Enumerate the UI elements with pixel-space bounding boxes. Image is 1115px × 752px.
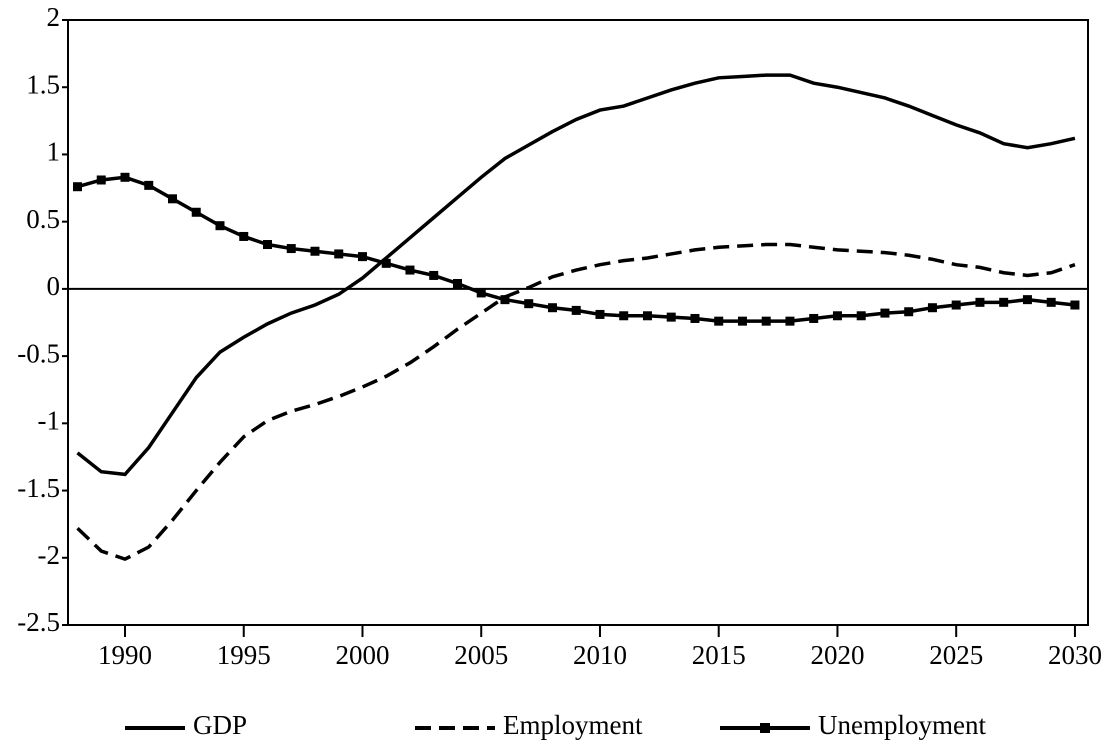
marker [120, 172, 130, 182]
marker [975, 297, 985, 307]
marker [880, 308, 890, 318]
x-tick-label: 1995 [217, 640, 271, 670]
marker [96, 175, 106, 185]
series-line [76, 73, 1076, 477]
marker [619, 311, 629, 321]
marker [144, 180, 154, 190]
marker [666, 312, 676, 322]
marker [809, 313, 819, 323]
series-line [76, 242, 1076, 562]
marker [856, 311, 866, 321]
marker [571, 305, 581, 315]
x-tick-label: 2030 [1048, 640, 1102, 670]
marker [761, 316, 771, 326]
legend-label: GDP [193, 710, 247, 740]
legend-label: Employment [503, 710, 643, 740]
y-tick-label: -2 [38, 540, 61, 570]
marker [999, 297, 1009, 307]
marker [832, 311, 842, 321]
legend-marker [760, 723, 770, 733]
plot-frame [67, 19, 1089, 626]
marker [737, 316, 747, 326]
x-tick-label: 2025 [929, 640, 983, 670]
marker [500, 295, 510, 305]
marker [927, 303, 937, 313]
x-tick-label: 2010 [573, 640, 627, 670]
marker [357, 252, 367, 262]
marker [239, 231, 249, 241]
x-tick-label: 2020 [810, 640, 864, 670]
marker [714, 316, 724, 326]
marker [452, 279, 462, 289]
y-tick-label: 0 [47, 271, 61, 301]
marker [310, 246, 320, 256]
marker [334, 249, 344, 259]
marker [1046, 297, 1056, 307]
x-tick-label: 1990 [98, 640, 152, 670]
marker [547, 303, 557, 313]
marker [951, 300, 961, 310]
marker [690, 313, 700, 323]
marker [262, 240, 272, 250]
marker [72, 182, 82, 192]
y-tick-label: 1 [47, 137, 61, 167]
y-tick-label: -2.5 [17, 607, 60, 637]
marker [286, 244, 296, 254]
marker [381, 258, 391, 268]
marker [642, 311, 652, 321]
y-tick-label: -0.5 [17, 338, 60, 368]
x-tick-label: 2005 [454, 640, 508, 670]
marker [524, 299, 534, 309]
y-tick-label: -1 [38, 406, 61, 436]
marker [476, 288, 486, 298]
y-tick-label: 1.5 [26, 69, 60, 99]
marker [429, 270, 439, 280]
y-tick-label: -1.5 [17, 473, 60, 503]
marker [904, 307, 914, 317]
legend-label: Unemployment [818, 710, 986, 740]
x-tick-label: 2015 [692, 640, 746, 670]
series-line [77, 175, 1076, 323]
y-tick-label: 2 [47, 2, 61, 32]
marker [1022, 295, 1032, 305]
marker [191, 207, 201, 217]
marker [167, 194, 177, 204]
y-tick-label: 0.5 [26, 204, 60, 234]
marker [215, 221, 225, 231]
marker [1070, 300, 1080, 310]
marker [785, 316, 795, 326]
marker [595, 309, 605, 319]
marker [405, 265, 415, 275]
x-tick-label: 2000 [335, 640, 389, 670]
